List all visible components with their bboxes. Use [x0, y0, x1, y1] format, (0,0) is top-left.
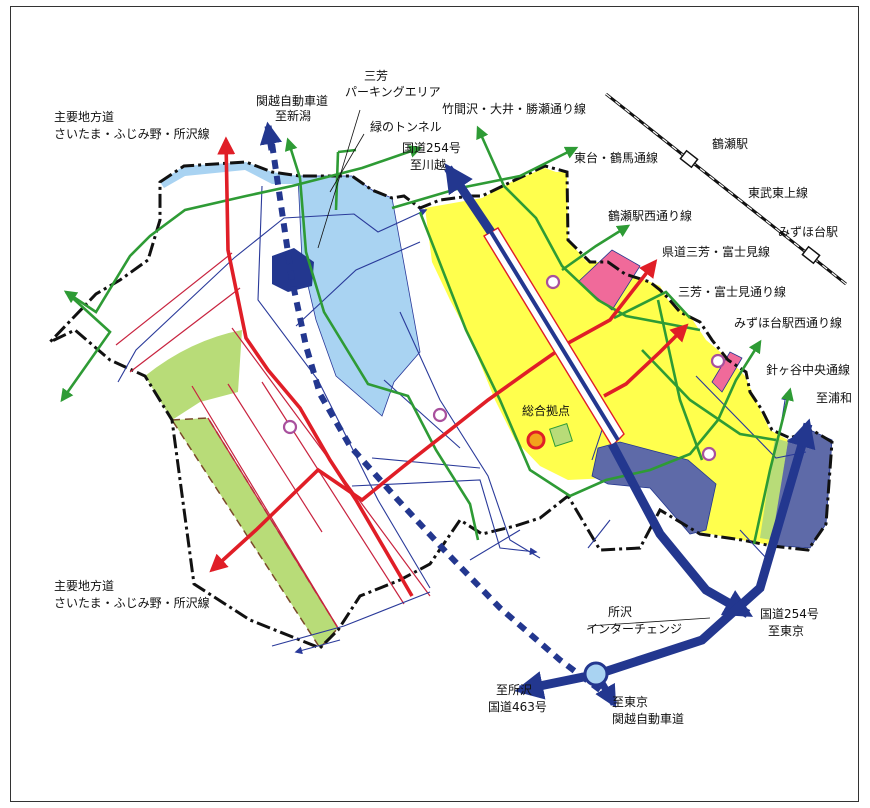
- route463-arrow: [514, 418, 816, 700]
- label-kanetsu-niigata-2: 至新潟: [275, 108, 311, 123]
- label-mizuhodai-station: みずほ台駅: [778, 224, 838, 239]
- route254-center: [489, 230, 620, 442]
- label-takamazawa: 竹間沢・大井・勝瀬通り線: [442, 101, 586, 116]
- label-tokyo-kanetsu-1: 至東京: [612, 695, 648, 709]
- marker-south-east: [701, 446, 717, 462]
- marker-center: [432, 407, 448, 423]
- label-route254-kawagoe-1: 国道254号: [402, 141, 461, 155]
- tsuruse-station-box: [679, 149, 699, 169]
- label-route254-tokyo-1: 国道254号: [760, 607, 819, 621]
- label-chiho-bottom-2: さいたま・ふじみ野・所沢線: [54, 595, 210, 610]
- label-tobu-tojo: 東武東上線: [748, 185, 808, 200]
- tobu-tojo-railway: [605, 92, 847, 286]
- label-sogo-kyoten: 総合拠点: [522, 403, 570, 418]
- sogo-kyoten-marker: [526, 430, 546, 450]
- label-higashidai: 東台・鶴馬通線: [574, 150, 658, 165]
- marker-west: [282, 419, 298, 435]
- label-chiho-top-2: さいたま・ふじみ野・所沢線: [54, 126, 210, 141]
- label-tokorozawa-ic-1: 所沢: [608, 605, 632, 619]
- label-sanbou-parking-1: 三芳: [364, 69, 388, 83]
- red-main-roads: [209, 136, 689, 597]
- label-tokorozawa-463-1: 至所沢: [496, 683, 532, 697]
- marker-tsuruse: [545, 274, 561, 290]
- tokorozawa-ic-marker: [583, 661, 609, 687]
- label-green-tunnel: 緑のトンネル: [370, 119, 442, 134]
- label-tokorozawa-ic-2: インターチェンジ: [586, 622, 682, 636]
- label-sanbou-parking-2: パーキングエリア: [345, 85, 441, 99]
- label-kanetsu-niigata-1: 関越自動車道: [256, 94, 328, 108]
- label-route254-tokyo-2: 至東京: [768, 624, 804, 638]
- label-route254-kawagoe-2: 至川越: [410, 158, 446, 172]
- label-kendo-sanbou: 県道三芳・富士見線: [662, 244, 770, 259]
- label-chiho-bottom-1: 主要地方道: [54, 578, 114, 593]
- label-harigaya: 針ヶ谷中央通線: [766, 362, 850, 377]
- leader-lines: [317, 109, 711, 627]
- label-sanbou-fujimi: 三芳・富士見通り線: [678, 284, 786, 299]
- green-area-semicircle: [145, 330, 242, 420]
- label-tsuruse-nishi: 鶴瀬駅西通り線: [608, 208, 692, 223]
- label-tsuruse-station: 鶴瀬駅: [712, 136, 748, 151]
- label-tokorozawa-463-2: 国道463号: [488, 700, 547, 714]
- label-chiho-top-1: 主要地方道: [54, 109, 114, 124]
- station-markers: [282, 274, 726, 462]
- mizuhodai-station-box: [801, 245, 821, 265]
- marker-mizuhodai: [710, 353, 726, 369]
- label-to-urawa: 至浦和: [816, 391, 852, 405]
- kanetsu-north-arrow: [259, 121, 282, 151]
- label-tokyo-kanetsu-2: 関越自動車道: [612, 712, 684, 726]
- route254-north-arrow: [444, 163, 495, 235]
- label-mizuhodai-nishi: みずほ台駅西通り線: [734, 315, 842, 330]
